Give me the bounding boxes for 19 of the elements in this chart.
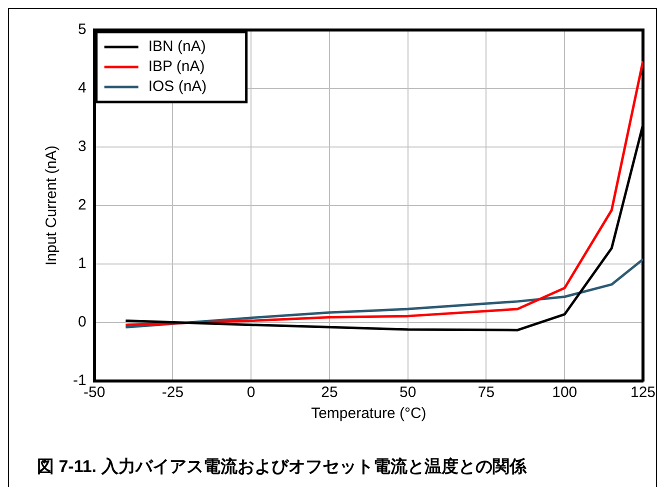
- x-tick-label: 125: [630, 384, 656, 402]
- x-tick-label: -25: [162, 384, 184, 402]
- x-tick-label: 100: [552, 384, 578, 402]
- text: 図 7-11. 入力バイアス電流およびオフセット電流と温度との関係: [37, 456, 526, 478]
- y-tick-label: 2: [78, 196, 86, 214]
- y-tick-label: 1: [78, 255, 86, 272]
- x-tick-label: 50: [400, 384, 416, 402]
- y-tick-label: 0: [78, 314, 86, 331]
- x-tick-label: 25: [321, 384, 338, 402]
- legend-label: IBN (nA): [148, 38, 206, 56]
- x-tick-label: 0: [246, 384, 256, 402]
- y-tick-label: 5: [78, 21, 86, 38]
- x-tick-label: 75: [478, 384, 495, 402]
- y-axis-title: Input Current (nA): [43, 145, 60, 266]
- y-tick-label: 4: [78, 80, 86, 97]
- x-axis-title: Temperature (°C): [311, 405, 426, 422]
- legend-label: IOS (nA): [148, 78, 207, 96]
- y-tick-label: 3: [78, 138, 86, 156]
- legend-label: IBP (nA): [148, 58, 205, 76]
